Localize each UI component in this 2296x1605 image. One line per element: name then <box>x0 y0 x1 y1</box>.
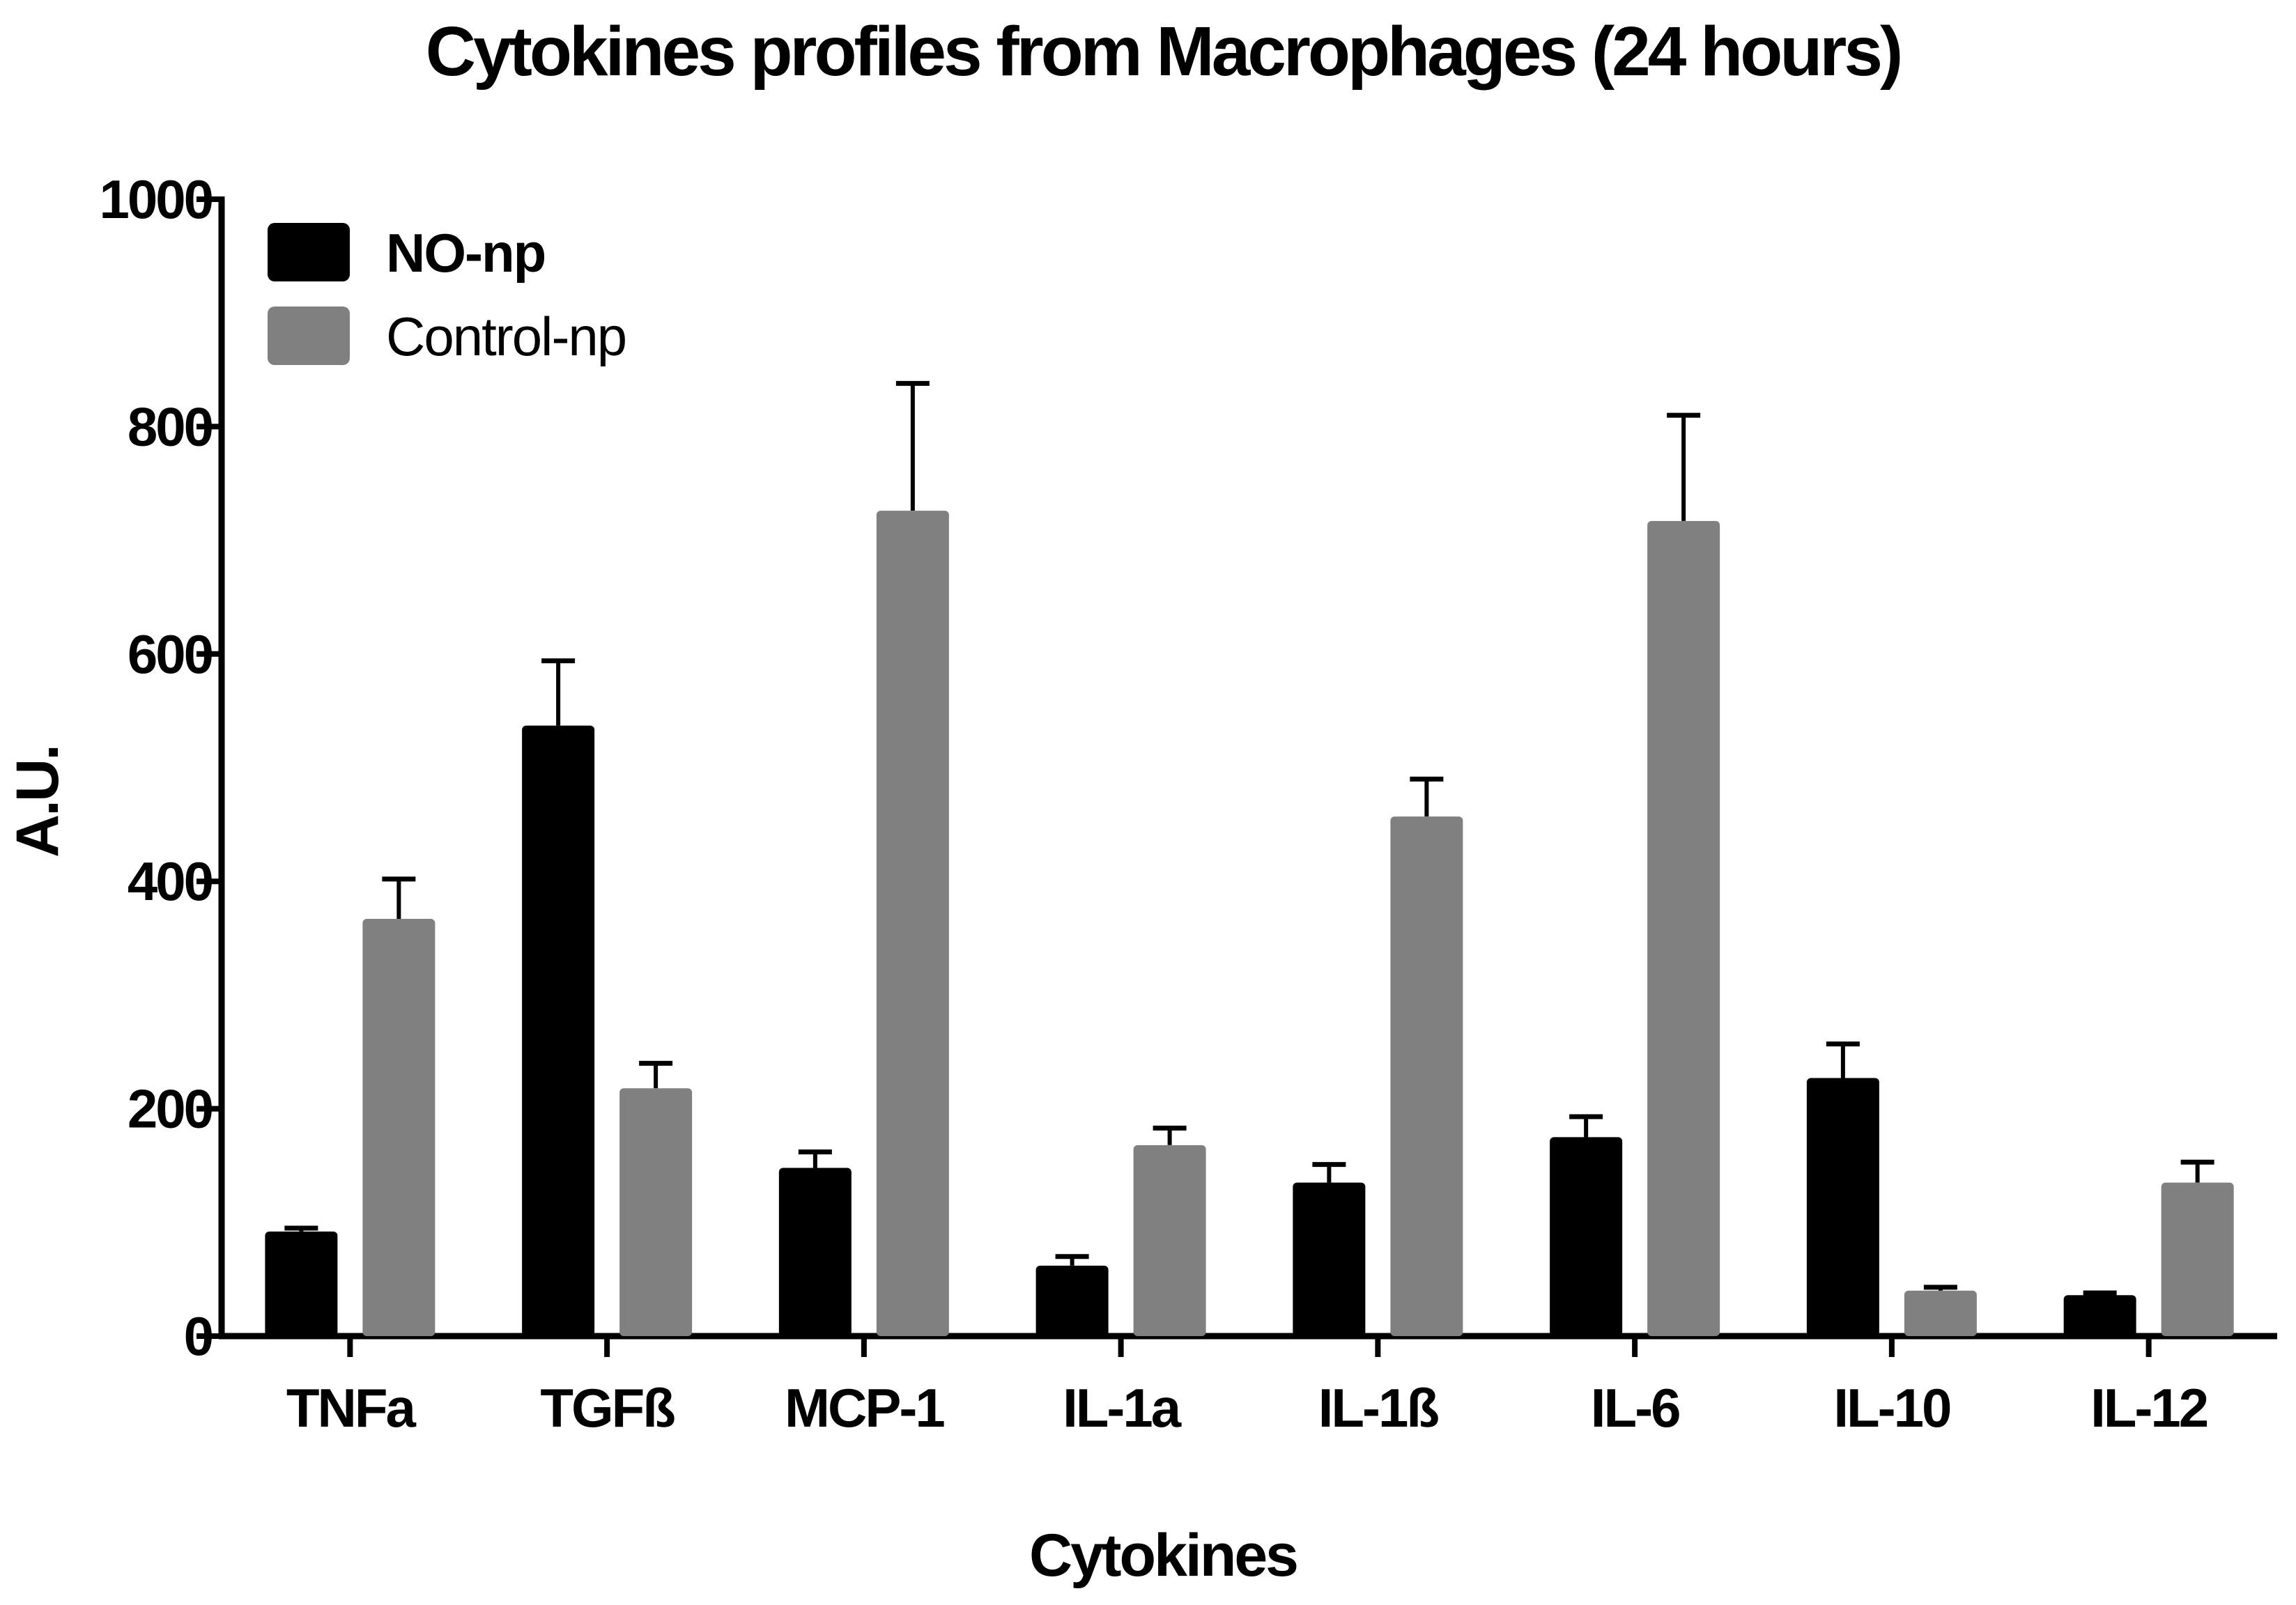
bar-no-np <box>2063 1295 2136 1336</box>
y-tick-label: 600 <box>128 623 213 685</box>
bar-no-np <box>778 1168 852 1336</box>
bar-control-np <box>1133 1145 1206 1336</box>
bar-control-np <box>1647 520 1720 1337</box>
legend-label: NO-np <box>386 222 545 284</box>
y-tick-label: 800 <box>128 396 213 457</box>
x-tick-label: IL-6 <box>1591 1377 1679 1439</box>
y-axis-title: A.U. <box>4 746 71 858</box>
bar-control-np <box>1904 1290 1977 1336</box>
bar-control-np <box>362 919 436 1336</box>
x-axis-title: Cytokines <box>1029 1522 1297 1589</box>
legend-swatch-control-np <box>268 307 350 365</box>
x-tick-label: TGFß <box>540 1377 675 1439</box>
legend-label: Control-np <box>386 306 626 367</box>
y-tick-label: 0 <box>184 1305 213 1367</box>
bar-no-np <box>1550 1137 1623 1336</box>
x-tick-label: IL-12 <box>2090 1377 2208 1439</box>
bar-control-np <box>2161 1182 2234 1336</box>
bar-no-np <box>1035 1265 1109 1336</box>
x-tick-label: IL-10 <box>1833 1377 1950 1439</box>
bar-no-np <box>265 1231 338 1336</box>
x-tick-label: TNFa <box>286 1377 417 1439</box>
bar-control-np <box>1390 816 1463 1336</box>
bar-no-np <box>522 725 595 1336</box>
y-tick-label: 400 <box>128 851 213 912</box>
x-tick-label: MCP-1 <box>785 1377 944 1439</box>
bar-no-np <box>1806 1078 1879 1336</box>
chart-title: Cytokines profiles from Macrophages (24 … <box>426 13 1901 91</box>
bar-no-np <box>1293 1182 1366 1336</box>
x-tick-label: IL-1a <box>1063 1377 1182 1439</box>
plot-area: 0 200 400 600 800 1000 TNFa TGFß MCP-1 IL-1a IL-1ß… <box>99 169 2277 1439</box>
bar-control-np <box>876 511 949 1337</box>
bar-control-np <box>619 1088 693 1336</box>
y-tick-label: 200 <box>128 1078 213 1140</box>
x-tick-label: IL-1ß <box>1318 1377 1439 1439</box>
legend-swatch-no-np <box>268 223 350 281</box>
legend: NO-np Control-np <box>268 222 627 367</box>
y-tick-label: 1000 <box>99 169 212 230</box>
